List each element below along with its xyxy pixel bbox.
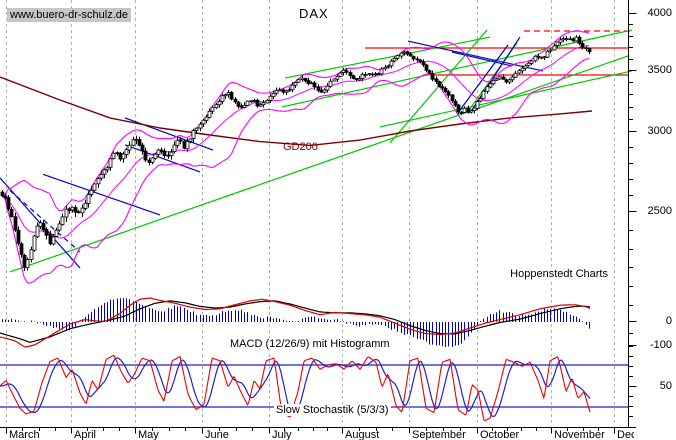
price-tick-label: 3500 <box>647 64 672 76</box>
indicator-tick-label: 50 <box>659 380 672 392</box>
price-tick-label: 4000 <box>647 7 672 19</box>
branding-label: Hoppenstedt Charts <box>500 268 608 280</box>
indicator-tick-label: 0 <box>665 315 672 327</box>
indicator-tick-label: -100 <box>649 339 672 351</box>
price-tick-label: 2500 <box>647 205 672 217</box>
candlesticks <box>0 35 592 271</box>
watermark-link[interactable]: www.buero-dr-schulz.de <box>7 8 131 22</box>
axes <box>0 0 637 434</box>
gd200-label: GD200 <box>283 141 318 153</box>
macd-label: MACD (12/26/9) mit Histogramm <box>228 338 392 350</box>
grid-lines <box>6 0 615 427</box>
price-panel <box>0 29 633 284</box>
price-tick-label: 3000 <box>647 125 672 137</box>
stochastic-label: Slow Stochastik (5/3/3) <box>274 404 391 416</box>
macd-panel <box>0 297 591 348</box>
chart-title: DAX <box>299 6 329 21</box>
